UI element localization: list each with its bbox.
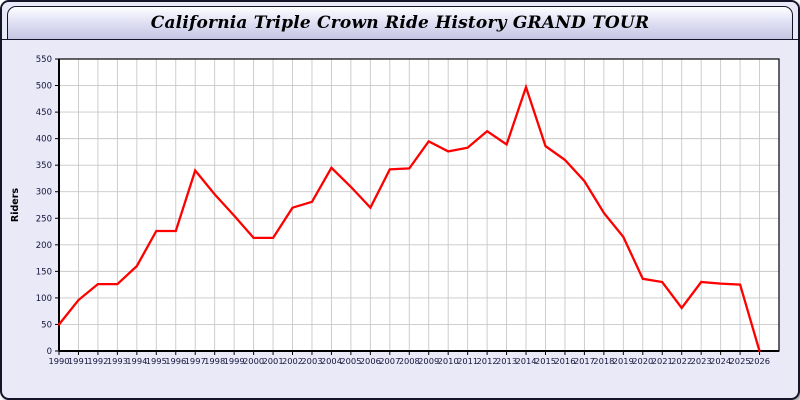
svg-text:550: 550 [36, 55, 52, 65]
svg-text:2020: 2020 [632, 356, 653, 366]
ride-history-chart: 1990199119921993199419951996199719981999… [10, 55, 780, 366]
svg-text:2006: 2006 [360, 356, 381, 366]
svg-text:1990: 1990 [48, 356, 69, 366]
svg-text:1991: 1991 [68, 356, 89, 366]
svg-text:500: 500 [36, 82, 52, 92]
svg-text:2017: 2017 [574, 356, 595, 366]
svg-text:350: 350 [36, 161, 52, 171]
svg-text:1997: 1997 [185, 356, 206, 366]
svg-text:1992: 1992 [87, 356, 108, 366]
svg-text:2024: 2024 [710, 356, 731, 366]
svg-text:2010: 2010 [438, 356, 459, 366]
svg-text:2019: 2019 [613, 356, 634, 366]
svg-text:2026: 2026 [749, 356, 770, 366]
svg-text:50: 50 [41, 320, 52, 330]
svg-text:2004: 2004 [321, 356, 342, 366]
svg-text:300: 300 [36, 188, 52, 198]
svg-text:0: 0 [47, 347, 52, 357]
x-axis-labels: 1990199119921993199419951996199719981999… [48, 356, 770, 366]
svg-text:1995: 1995 [146, 356, 167, 366]
plot-area [59, 59, 779, 351]
chart-panel: 1990 1991 1992 1993 1994 1995 1996 1997 1998 1999… [2, 40, 798, 398]
svg-text:2018: 2018 [593, 356, 614, 366]
svg-text:150: 150 [36, 267, 52, 277]
series-line-riders [57, 83, 761, 353]
svg-text:2025: 2025 [730, 356, 751, 366]
svg-text:100: 100 [36, 294, 52, 304]
svg-text:2005: 2005 [340, 356, 361, 366]
svg-text:2001: 2001 [262, 356, 283, 366]
y-axis-labels: 0 50 100 150 200 250 300 350 400 450 500 550 [36, 55, 52, 357]
svg-text:2013: 2013 [496, 356, 517, 366]
title-pill: California Triple Crown Ride History GRA… [7, 6, 793, 39]
svg-text:2023: 2023 [691, 356, 712, 366]
svg-text:1993: 1993 [107, 356, 128, 366]
page-title: California Triple Crown Ride History GRA… [150, 13, 650, 33]
svg-text:2012: 2012 [477, 356, 498, 366]
svg-text:2003: 2003 [301, 356, 322, 366]
svg-text:2015: 2015 [535, 356, 556, 366]
svg-text:1998: 1998 [204, 356, 225, 366]
svg-text:2011: 2011 [457, 356, 478, 366]
svg-text:2021: 2021 [652, 356, 673, 366]
svg-text:2000: 2000 [243, 356, 264, 366]
svg-text:200: 200 [36, 241, 52, 251]
svg-text:2008: 2008 [399, 356, 420, 366]
y-axis-title: Riders [10, 188, 21, 223]
svg-text:2014: 2014 [515, 356, 536, 366]
svg-text:2009: 2009 [418, 356, 439, 366]
svg-text:2007: 2007 [379, 356, 400, 366]
svg-text:2002: 2002 [282, 356, 303, 366]
svg-text:2016: 2016 [554, 356, 575, 366]
svg-text:2022: 2022 [671, 356, 692, 366]
svg-text:400: 400 [36, 135, 52, 145]
svg-text:1994: 1994 [126, 356, 147, 366]
svg-text:250: 250 [36, 214, 52, 224]
svg-text:1999: 1999 [224, 356, 245, 366]
svg-text:450: 450 [36, 108, 52, 118]
title-bar: California Triple Crown Ride History GRA… [2, 2, 798, 40]
svg-text:1996: 1996 [165, 356, 186, 366]
grid [59, 58, 780, 351]
